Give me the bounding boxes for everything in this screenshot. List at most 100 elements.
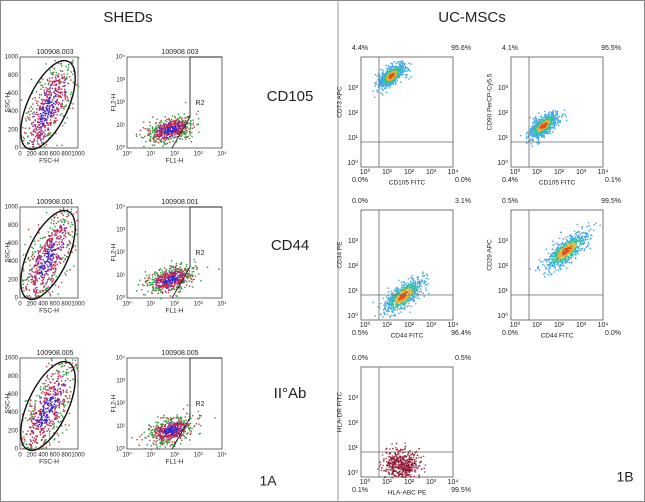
event-dot (50, 72, 52, 74)
event-dot (141, 289, 143, 291)
event-dot (163, 425, 166, 428)
event-dot (178, 419, 180, 422)
event-dot (75, 211, 77, 213)
event-dot (40, 146, 42, 148)
event-dot (541, 133, 543, 135)
event-dot (55, 214, 57, 216)
event-dot (377, 79, 379, 81)
event-dot (48, 362, 50, 365)
event-dot (169, 276, 172, 279)
event-dot (46, 269, 49, 272)
event-dot (187, 423, 189, 425)
event-dot (50, 262, 52, 265)
event-dot (186, 130, 188, 132)
event-dot (380, 79, 382, 82)
event-dot (45, 393, 47, 395)
event-dot (178, 281, 180, 284)
event-dot (399, 67, 402, 69)
event-dot (25, 120, 27, 122)
event-dot (53, 92, 55, 94)
event-dot (173, 272, 175, 275)
event-dot (40, 272, 42, 274)
event-dot (36, 280, 38, 282)
event-dot (165, 283, 167, 285)
event-dot (33, 115, 35, 117)
y-tick-label: 10¹ (348, 135, 359, 142)
event-dot (374, 82, 377, 84)
event-dot (388, 79, 390, 81)
event-dot (401, 67, 404, 69)
event-dot (179, 275, 182, 278)
event-dot (397, 75, 399, 77)
event-dot (147, 435, 149, 437)
event-dot (549, 111, 551, 113)
event-dot (51, 242, 53, 244)
event-dot (52, 396, 54, 398)
event-dot (185, 265, 188, 267)
event-dot (27, 112, 29, 114)
event-dot (155, 281, 157, 284)
event-dot (55, 117, 57, 119)
event-dot (42, 383, 44, 385)
event-dot (69, 379, 71, 382)
event-dot (180, 417, 183, 419)
event-dot (40, 408, 42, 410)
event-dot (185, 132, 187, 135)
event-dot (62, 375, 64, 377)
event-dot (61, 403, 63, 405)
event-dot (178, 275, 181, 277)
event-dot (27, 276, 29, 279)
event-dot (172, 272, 174, 274)
event-dot (188, 280, 190, 282)
event-dot (34, 97, 36, 99)
event-dot (56, 229, 58, 231)
event-dot (381, 81, 383, 84)
event-dot (179, 130, 182, 132)
event-dot (42, 108, 44, 110)
event-dot (52, 246, 54, 248)
event-dot (56, 418, 58, 420)
event-dot (198, 433, 200, 435)
event-dot (32, 125, 34, 127)
event-dot (40, 84, 42, 86)
event-dot (47, 428, 50, 430)
event-dot (161, 129, 163, 132)
event-dot (64, 219, 67, 221)
event-dot (46, 240, 48, 242)
event-dot (179, 429, 181, 431)
event-dot (49, 265, 51, 267)
event-dot (181, 121, 183, 124)
event-dot (55, 230, 57, 232)
event-dot (557, 116, 559, 119)
event-dot (32, 281, 34, 283)
event-dot (64, 105, 66, 108)
event-dot (69, 242, 72, 245)
event-dot (164, 143, 166, 145)
event-dot (154, 274, 156, 276)
event-dot (49, 244, 51, 247)
event-dot (45, 401, 47, 404)
event-dot (165, 138, 167, 140)
event-dot (156, 279, 158, 282)
event-dot (43, 435, 45, 437)
x-axis-label: FL1-H (165, 459, 183, 466)
event-dot (162, 439, 164, 441)
event-dot (160, 286, 162, 289)
event-dot (52, 81, 54, 83)
event-dot (189, 126, 192, 128)
event-dot (51, 398, 53, 400)
event-dot (42, 443, 45, 445)
event-dot (388, 82, 390, 84)
event-dot (168, 122, 170, 124)
event-dot (156, 275, 159, 278)
event-dot (40, 421, 42, 424)
event-dot (60, 228, 63, 231)
event-dot (392, 79, 394, 81)
event-dot (171, 134, 174, 136)
event-dot (24, 279, 26, 281)
event-dot (564, 113, 566, 116)
event-dot (49, 105, 51, 107)
event-dot (180, 430, 182, 432)
event-dot (185, 275, 187, 277)
event-dot (49, 241, 52, 243)
